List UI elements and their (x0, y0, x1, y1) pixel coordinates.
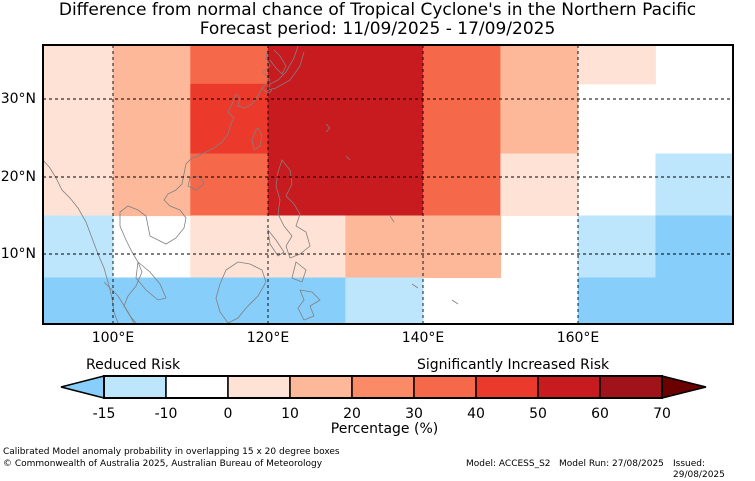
risk-cell (43, 277, 346, 324)
risk-cell (500, 45, 579, 85)
risk-cell (422, 45, 501, 85)
risk-cell (190, 83, 269, 124)
colorbar-over-arrow (661, 375, 707, 399)
map-title: Difference from normal chance of Tropica… (58, 0, 697, 20)
colorbar-segment (351, 375, 415, 399)
risk-cell (43, 45, 114, 85)
colorbar-frame (103, 375, 663, 399)
colorbar-segment (475, 375, 539, 399)
lon-label-100e: 100°E (91, 330, 135, 346)
map-frame (42, 44, 734, 325)
lon-label-160e: 160°E (556, 330, 600, 346)
colorbar-tick: -10 (154, 406, 178, 422)
colorbar-segment (165, 375, 229, 399)
lat-label-20n: 20°N (0, 169, 36, 185)
risk-cell (267, 83, 424, 217)
footer-copyright: © Commonwealth of Australia 2025, Austra… (3, 459, 323, 469)
risk-cell (345, 277, 424, 324)
colorbar-segment (599, 375, 663, 399)
lat-label-10n: 10°N (0, 246, 36, 262)
anomaly-map (42, 44, 734, 399)
footer-model-run: Model Run: 27/08/2025 (559, 459, 664, 469)
risk-cell (422, 83, 501, 217)
lon-label-140e: 140°E (401, 330, 445, 346)
colorbar-under-arrow (60, 375, 105, 399)
risk-cell (267, 45, 424, 85)
colorbar-tick: 50 (529, 406, 547, 422)
colorbar-tick: -15 (92, 406, 116, 422)
colorbar (60, 375, 707, 399)
risk-cell (655, 215, 733, 278)
colorbar-tick: 20 (343, 406, 361, 422)
colorbar-title: Percentage (%) (330, 421, 439, 437)
colorbar-tick: 70 (653, 406, 671, 422)
coastlines (43, 45, 459, 324)
risk-cell (43, 83, 114, 217)
forecast-period: Forecast period: 11/09/2025 - 17/09/2025 (199, 19, 556, 39)
colorbar-tick: 40 (467, 406, 485, 422)
colorbar-tick: 10 (281, 406, 299, 422)
risk-cell (500, 153, 579, 216)
risk-cell (500, 83, 579, 155)
risk-cell (190, 45, 269, 85)
colorbar-segment (227, 375, 291, 399)
colorbar-tick: 30 (405, 406, 423, 422)
colorbar-tick: 60 (591, 406, 609, 422)
risk-cells (43, 45, 733, 324)
risk-cell (190, 153, 269, 216)
risk-cell (112, 83, 191, 217)
risk-cell (112, 45, 191, 85)
footer-model: Model: ACCESS_S2 (466, 459, 551, 469)
footer-description: Calibrated Model anomaly probability in … (3, 447, 340, 457)
lon-label-120e: 120°E (246, 330, 290, 346)
graticule (43, 45, 733, 324)
risk-cell (43, 215, 114, 278)
risk-cell (577, 215, 656, 278)
footer-issued: Issued: 29/08/2025 (673, 459, 725, 480)
risk-cell (577, 277, 733, 324)
colorbar-tick: 0 (223, 406, 233, 422)
risk-cell (655, 153, 733, 216)
reduced-risk-label: Reduced Risk (86, 357, 181, 373)
colorbar-segment (103, 375, 167, 399)
risk-cell (577, 45, 656, 85)
increased-risk-label: Significantly Increased Risk (417, 357, 610, 373)
lat-label-30n: 30°N (0, 91, 36, 107)
colorbar-segment (289, 375, 353, 399)
colorbar-segment (413, 375, 477, 399)
colorbar-segment (537, 375, 601, 399)
